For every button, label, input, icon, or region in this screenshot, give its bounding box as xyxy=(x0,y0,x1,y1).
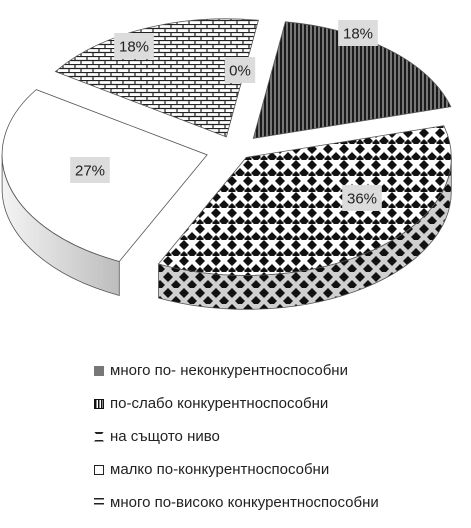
legend-swatch-2 xyxy=(94,398,104,409)
data-label-5: 18% xyxy=(119,39,149,56)
pie-slice-1 xyxy=(252,21,452,139)
legend-label-5: много по-високо конкурентноспособни xyxy=(110,494,379,511)
pie-chart: 18% 36% 0% 27% 18% xyxy=(1,18,452,310)
data-label-3: 0% xyxy=(229,63,251,80)
data-label-box-1 xyxy=(338,20,378,46)
data-label-box-4 xyxy=(70,157,110,183)
data-label-box-3 xyxy=(224,57,256,83)
legend-label-1: много по- неконкурентноспособни xyxy=(110,362,348,379)
data-label-2: 36% xyxy=(347,191,377,208)
chart-legend: много по- неконкурентноспособни по-слабо … xyxy=(94,354,471,519)
data-label-4: 27% xyxy=(75,163,105,180)
legend-swatch-4 xyxy=(94,464,104,475)
legend-swatch-1 xyxy=(94,365,104,376)
legend-label-2: по-слабо конкурентноспособни xyxy=(110,395,329,412)
legend-label-3: на същото ниво xyxy=(110,428,220,445)
pie-slice-5 xyxy=(54,18,259,138)
legend-item-3: на същото ниво xyxy=(94,420,471,453)
legend-item-2: по-слабо конкурентноспособни xyxy=(94,387,471,420)
legend-item-4: малко по-конкурентноспособни xyxy=(94,453,471,486)
pie-slice-2 xyxy=(157,125,452,276)
legend-label-4: малко по-конкурентноспособни xyxy=(110,461,330,478)
data-label-1: 18% xyxy=(343,26,373,43)
data-label-box-2 xyxy=(342,185,382,211)
pie-chart-svg: 18% 36% 0% 27% 18% xyxy=(1,18,452,310)
legend-item-5: много по-високо конкурентноспособни xyxy=(94,486,471,519)
data-label-box-5 xyxy=(114,33,154,59)
legend-item-1: много по- неконкурентноспособни xyxy=(94,354,471,387)
legend-swatch-5 xyxy=(94,497,104,508)
legend-swatch-3 xyxy=(94,431,104,442)
